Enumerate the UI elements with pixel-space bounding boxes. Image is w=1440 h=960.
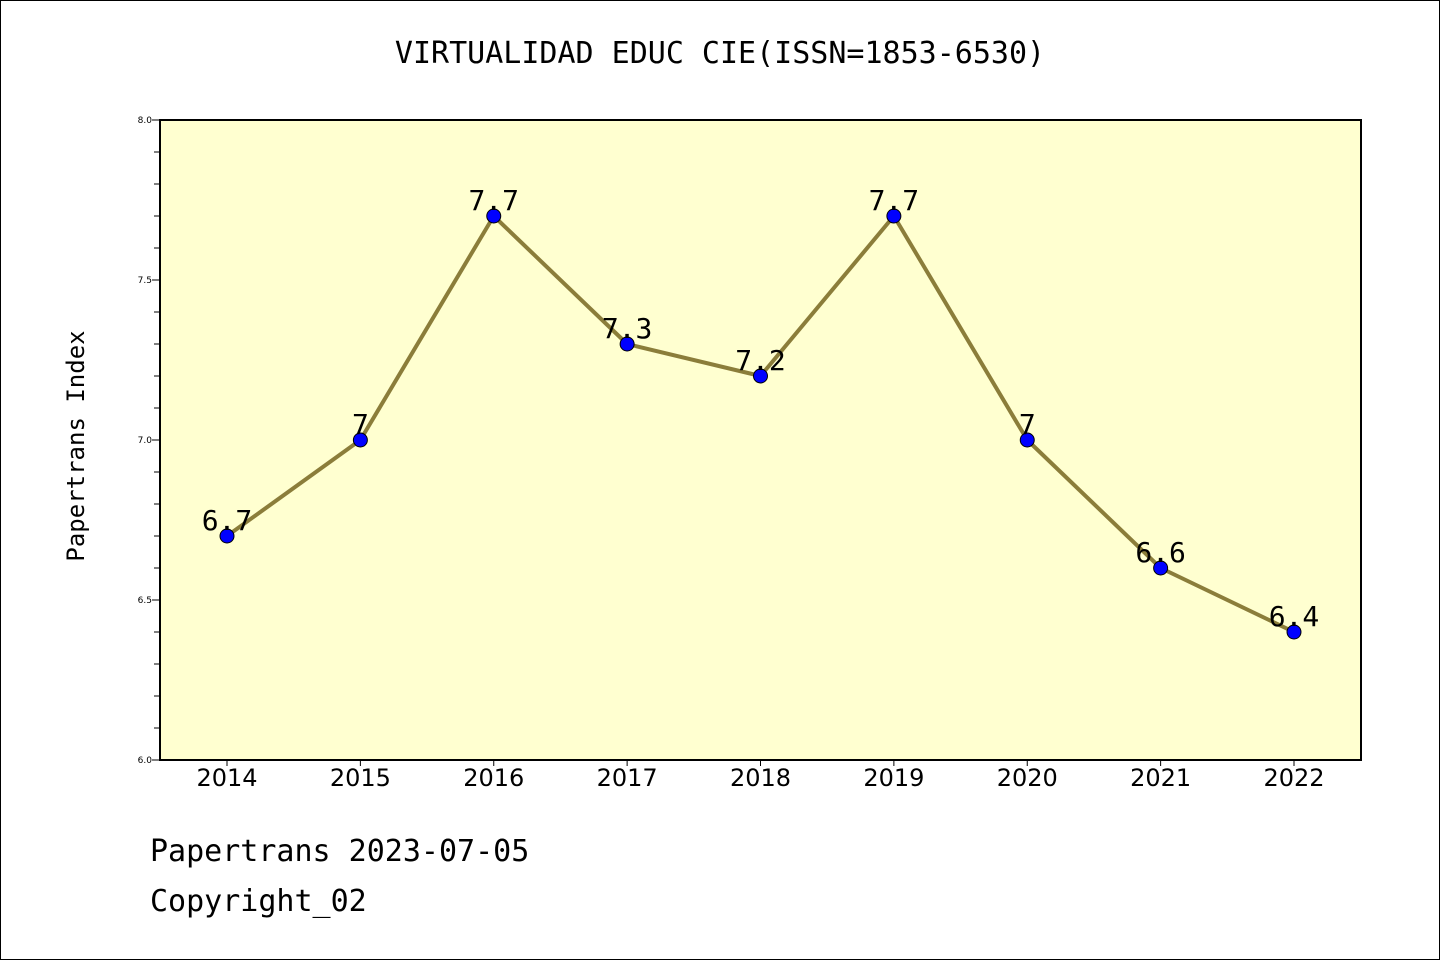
plot-area	[160, 120, 1361, 760]
x-tick-label: 2019	[863, 764, 924, 792]
data-label: 7.3	[602, 312, 653, 345]
data-point	[486, 208, 502, 224]
data-point	[1153, 560, 1169, 576]
footer-date-label: Papertrans 2023-07-05	[150, 834, 530, 869]
data-label: 7	[352, 408, 369, 441]
y-tick-label: 6.0	[138, 756, 153, 766]
y-tick-label: 6.5	[138, 596, 152, 606]
x-tick-label: 2022	[1263, 764, 1324, 792]
x-tick-label: 2016	[463, 764, 524, 792]
x-tick-label: 2021	[1130, 764, 1191, 792]
data-label: 7.2	[735, 344, 786, 377]
data-label: 7.7	[869, 184, 920, 217]
chart-title: VIRTUALIDAD EDUC CIE(ISSN=1853-6530)	[394, 36, 1046, 71]
data-point	[1286, 624, 1302, 640]
data-point	[1019, 432, 1035, 448]
y-tick-label: 7.0	[138, 436, 153, 446]
footer-copyright-label: Copyright_02	[150, 884, 367, 919]
x-tick-label: 2015	[330, 764, 391, 792]
x-tick-label: 2014	[196, 764, 257, 792]
x-tick-label: 2018	[730, 764, 791, 792]
data-point	[753, 368, 768, 384]
y-axis-label: Papertrans Index	[62, 330, 90, 561]
y-tick-label: 8.0	[138, 116, 153, 126]
plot-border	[159, 119, 1362, 761]
data-point	[219, 528, 235, 544]
data-point	[619, 336, 635, 352]
data-label: 6.7	[202, 504, 253, 537]
data-label: 7	[1019, 408, 1036, 441]
data-label: 6.4	[1269, 600, 1320, 633]
x-tick-label: 2020	[997, 764, 1058, 792]
y-tick-label: 7.5	[138, 276, 152, 286]
x-tick-label: 2017	[597, 764, 658, 792]
data-label: 6.6	[1135, 536, 1186, 569]
data-point	[352, 432, 368, 448]
data-point	[886, 208, 902, 224]
data-label: 7.7	[468, 184, 519, 217]
